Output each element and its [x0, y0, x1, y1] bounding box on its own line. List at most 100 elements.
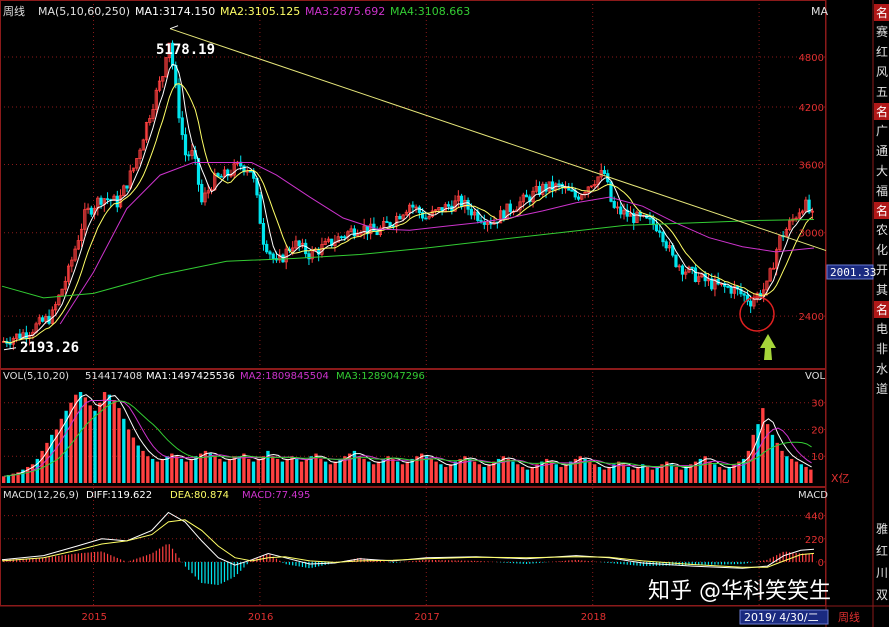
- volume-bar: [674, 466, 679, 483]
- volume-bar: [458, 458, 462, 483]
- volume-bar: [227, 458, 232, 483]
- candle-body: [732, 286, 737, 294]
- volume-bar: [660, 464, 664, 483]
- candle-body: [547, 181, 551, 192]
- volume-bar: [189, 458, 193, 483]
- candle-body: [63, 280, 67, 290]
- candle-body: [167, 42, 171, 59]
- side-item: 福: [876, 183, 888, 198]
- volume-bar: [381, 458, 385, 483]
- candle-body: [414, 206, 418, 209]
- volume-bar: [232, 456, 236, 483]
- volume-bar: [602, 469, 606, 483]
- side-group-header: 名: [876, 104, 888, 119]
- side-item: 广: [876, 124, 888, 138]
- side-group-header-bg: [874, 103, 889, 120]
- candle-body: [8, 342, 12, 345]
- candle-body: [261, 222, 266, 245]
- candle-body: [297, 240, 301, 247]
- volume-bar: [256, 458, 261, 483]
- candle-body: [219, 175, 223, 178]
- volume-bar: [391, 458, 395, 483]
- volume-bar: [564, 464, 568, 483]
- trendline: [169, 28, 827, 252]
- side-group-header: 名: [876, 203, 888, 218]
- macd-tag: MACD: [798, 490, 828, 501]
- candle-body: [619, 206, 623, 215]
- candle-body: [190, 150, 194, 156]
- year-tick-label: 2016: [248, 612, 273, 623]
- side-item: 其: [876, 283, 888, 297]
- side-item: 通: [876, 144, 888, 158]
- candle-body: [216, 173, 220, 177]
- side-item: 开: [876, 263, 888, 277]
- candle-body: [79, 228, 84, 242]
- volume-bar: [395, 461, 400, 483]
- side-item: 五: [876, 85, 888, 99]
- candle-body: [170, 42, 175, 66]
- candle-body: [339, 236, 344, 239]
- volume-bar: [155, 461, 160, 483]
- candle-body: [632, 212, 636, 223]
- volume-bar: [809, 469, 813, 483]
- macd-diff-line: [1, 511, 815, 569]
- ma1-value: MA1:3174.150: [135, 5, 215, 18]
- volume-bar: [804, 466, 808, 483]
- vol-ma1: MA1:1497425536: [146, 371, 235, 382]
- axis-labels: 2400 3000 3600 4200 4800 2015 2016 2017 2018 2019…: [82, 53, 824, 623]
- candle-body: [401, 214, 405, 220]
- volume-bar: [367, 461, 371, 483]
- vol-tick-label: 10: [811, 452, 824, 463]
- volume-bar: [770, 434, 775, 483]
- candle-body: [690, 266, 694, 269]
- vol-ma1-line: [4, 394, 812, 477]
- candle-body: [726, 285, 730, 288]
- candle-body: [60, 288, 64, 296]
- side-item: 道: [876, 382, 888, 396]
- candle-body: [417, 206, 421, 213]
- ma10-line: [3, 83, 813, 344]
- volume-bar: [88, 405, 92, 483]
- volume-bar: [573, 458, 578, 483]
- candle-body: [21, 332, 25, 339]
- volume-bar: [592, 464, 597, 483]
- vol-tick-label: 20: [811, 425, 824, 436]
- candle-body: [99, 197, 103, 205]
- volume-bar: [194, 456, 198, 483]
- side-item: 风: [876, 65, 888, 79]
- volume-bar: [434, 461, 438, 483]
- candle-body: [810, 210, 814, 213]
- ma5-line: [3, 63, 813, 344]
- volume-bar: [280, 461, 285, 483]
- price-tick-label: 4800: [799, 53, 824, 64]
- volume-bar: [146, 456, 150, 483]
- candle-body: [576, 196, 581, 200]
- current-price-box: [826, 264, 874, 280]
- price-grid: [0, 0, 826, 606]
- volume-bar: [789, 458, 794, 483]
- date-box: [739, 609, 829, 625]
- candle-body: [183, 134, 188, 156]
- volume-bar: [708, 461, 712, 483]
- candle-body: [469, 208, 473, 216]
- volume-bar: [597, 466, 602, 483]
- side-lower-item: 川: [876, 566, 888, 580]
- candle-body: [745, 294, 750, 302]
- vol-unit: X亿: [831, 472, 850, 485]
- side-group-header: 名: [876, 302, 888, 317]
- vol-tag: VOL: [805, 371, 826, 382]
- period-tab[interactable]: 周线: [838, 610, 860, 624]
- volume-bar: [679, 469, 683, 483]
- candle-body: [424, 217, 428, 220]
- volume-bar: [309, 456, 313, 483]
- side-item: 水: [876, 362, 888, 376]
- candle-body: [684, 271, 688, 275]
- macd-panel[interactable]: [0, 511, 826, 586]
- volume-bar: [126, 429, 131, 483]
- side-lower-item: 红: [876, 543, 888, 558]
- volume-panel[interactable]: [0, 392, 826, 483]
- price-panel[interactable]: [1, 25, 827, 351]
- candle-body: [105, 198, 110, 201]
- volume-bar: [525, 469, 530, 483]
- volume-bar: [242, 453, 246, 483]
